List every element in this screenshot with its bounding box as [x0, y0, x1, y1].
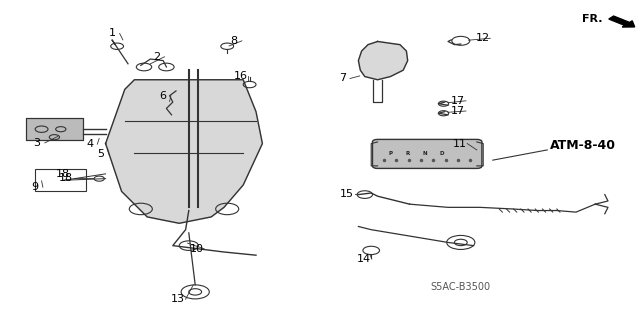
- Bar: [26, 118, 83, 140]
- Text: 5: 5: [98, 149, 104, 159]
- Text: 2: 2: [153, 52, 161, 62]
- Text: 18: 18: [59, 173, 73, 183]
- Text: 8: 8: [230, 36, 238, 46]
- Polygon shape: [106, 80, 262, 223]
- Text: 1: 1: [109, 28, 115, 39]
- Text: 15: 15: [340, 189, 354, 199]
- Text: D: D: [440, 152, 445, 156]
- Polygon shape: [358, 41, 408, 80]
- Text: 17: 17: [451, 96, 465, 106]
- Text: 11: 11: [452, 138, 467, 149]
- FancyArrow shape: [609, 16, 635, 27]
- Text: R: R: [406, 152, 410, 156]
- Bar: [35, 169, 86, 191]
- Text: N: N: [422, 152, 428, 156]
- FancyBboxPatch shape: [372, 139, 482, 168]
- Text: S5AC-B3500: S5AC-B3500: [431, 282, 491, 292]
- Text: 4: 4: [86, 139, 93, 149]
- Text: 18: 18: [56, 169, 70, 179]
- Text: 10: 10: [189, 244, 204, 254]
- Text: 12: 12: [476, 33, 490, 43]
- Text: 13: 13: [171, 294, 185, 304]
- Text: 16: 16: [234, 70, 248, 81]
- Text: ATM-8-40: ATM-8-40: [550, 139, 616, 152]
- Text: 17: 17: [451, 106, 465, 116]
- Text: 3: 3: [34, 138, 40, 148]
- Text: 14: 14: [357, 254, 371, 264]
- Text: FR.: FR.: [582, 14, 603, 24]
- Text: 7: 7: [339, 73, 346, 84]
- Text: P: P: [388, 152, 392, 156]
- Text: 9: 9: [31, 182, 39, 192]
- Bar: [26, 118, 83, 140]
- Text: 6: 6: [160, 91, 166, 101]
